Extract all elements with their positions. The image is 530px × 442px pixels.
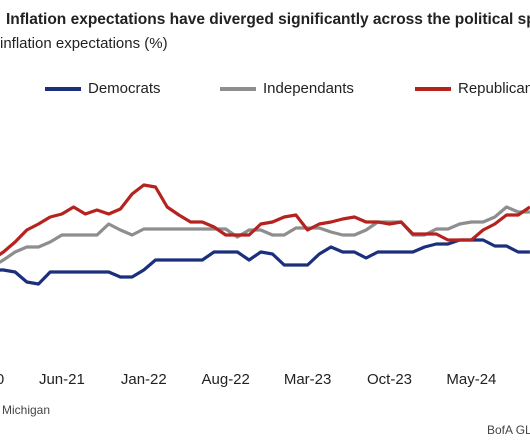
chart-title: Inflation expectations have diverged sig… xyxy=(6,11,530,28)
legend-label: Independants xyxy=(263,80,354,97)
credit: BofA GLOBAL RESEARCH xyxy=(487,423,530,437)
x-tick-label: May-24 xyxy=(446,371,496,388)
x-tick-label: Jun-21 xyxy=(39,371,85,388)
source: Michigan xyxy=(2,403,50,417)
x-tick-label: Nov-20 xyxy=(0,371,4,388)
series-line xyxy=(0,183,530,257)
legend-label: Democrats xyxy=(88,80,161,97)
x-tick-label: Mar-23 xyxy=(284,371,332,388)
legend-label: Republicans xyxy=(458,80,530,97)
chart-subtitle: inflation expectations (%) xyxy=(0,35,168,52)
x-tick-label: Oct-23 xyxy=(367,371,412,388)
x-tick-label: Jan-22 xyxy=(121,371,167,388)
series-line xyxy=(0,238,530,286)
x-tick-label: Aug-22 xyxy=(202,371,250,388)
